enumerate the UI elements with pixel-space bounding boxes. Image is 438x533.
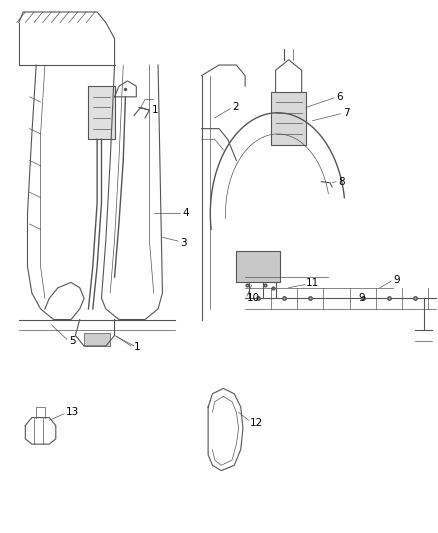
Text: 1: 1	[134, 342, 141, 352]
Text: 7: 7	[343, 108, 350, 118]
Text: 9: 9	[393, 274, 400, 285]
Bar	[237, 251, 280, 282]
Bar	[84, 333, 110, 346]
Bar	[88, 86, 115, 139]
Text: 3: 3	[180, 238, 187, 248]
Text: 1: 1	[152, 105, 158, 115]
Text: 4: 4	[182, 208, 189, 219]
Text: 13: 13	[66, 407, 79, 417]
Text: 5: 5	[69, 336, 75, 346]
Text: 10: 10	[247, 293, 261, 303]
Text: 11: 11	[306, 278, 319, 288]
Text: 6: 6	[336, 92, 343, 102]
Text: 2: 2	[232, 102, 239, 112]
Text: 9: 9	[358, 293, 365, 303]
Text: 12: 12	[250, 418, 263, 428]
Text: 8: 8	[339, 176, 345, 187]
Bar	[271, 92, 306, 144]
